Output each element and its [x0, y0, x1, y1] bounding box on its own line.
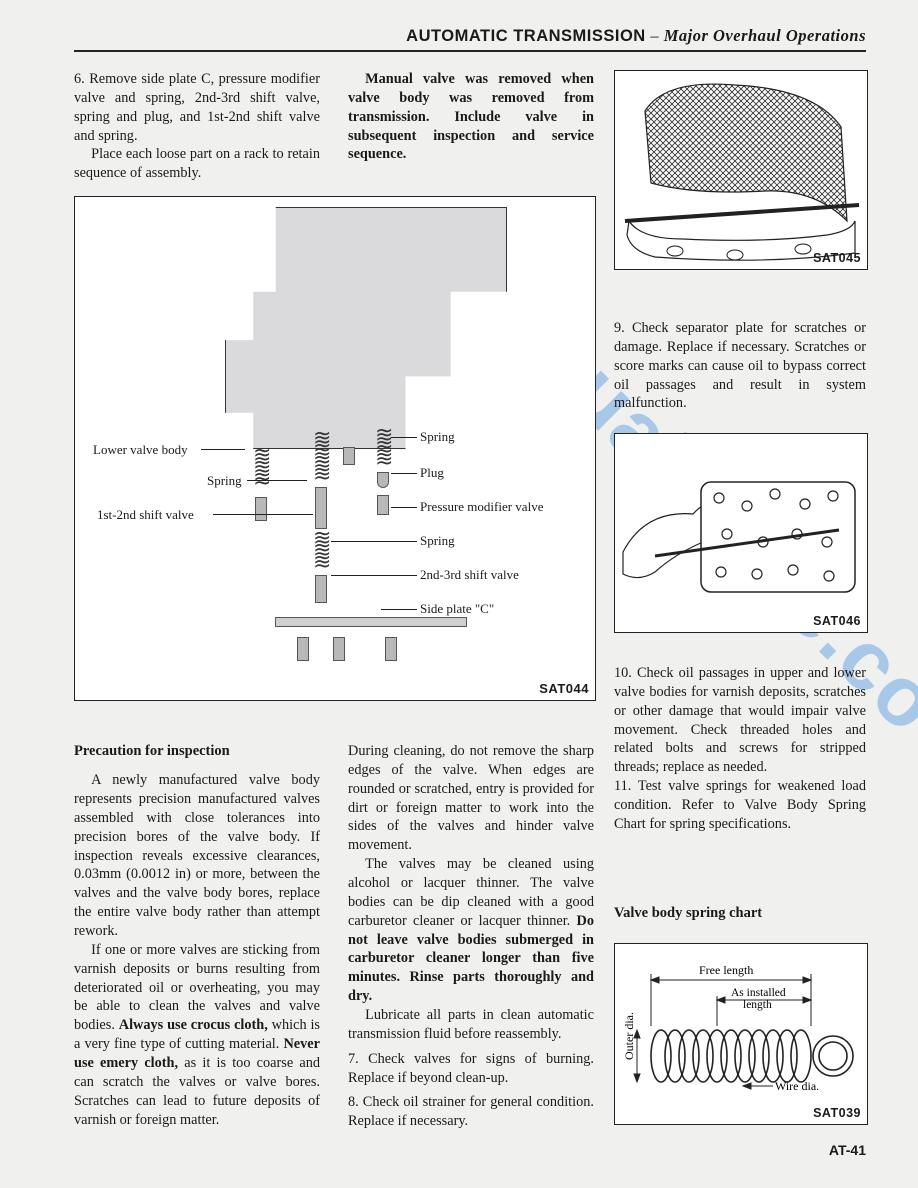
valve-piece — [377, 495, 389, 515]
figure-caption: SAT039 — [813, 1106, 861, 1120]
step6-p1: 6. Remove side plate C, pressure modifie… — [74, 70, 320, 145]
label-spring-r2: Spring — [420, 533, 455, 549]
lead-line — [391, 437, 417, 438]
plug-shape — [377, 472, 389, 488]
col2-p1: During cleaning, do not remove the sharp… — [348, 742, 594, 855]
step9-text: 9. Check separator plate for scratches o… — [614, 319, 866, 413]
lead-line — [213, 514, 313, 515]
col2-p3: Lubricate all parts in clean automatic t… — [348, 1006, 594, 1044]
spring-shape: ≋≋≋ — [375, 429, 389, 465]
col1-p2b: Always use crocus cloth, — [119, 1017, 268, 1033]
figure-sat046: SAT046 — [614, 433, 868, 633]
col1-p2: If one or more valves are sticking from … — [74, 941, 320, 1130]
header-main: AUTOMATIC TRANSMISSION — [406, 27, 646, 45]
label-spring-left: Spring — [207, 473, 242, 489]
valve-piece — [315, 487, 327, 529]
step6-text: 6. Remove side plate C, pressure modifie… — [74, 70, 320, 183]
sat045-illustration — [615, 71, 867, 269]
col2-p2a: The valves may be cleaned using alcohol … — [348, 856, 594, 929]
spring-shape: ≋≋≋ — [313, 532, 327, 568]
precaution-heading: Precaution for inspection — [74, 742, 320, 761]
lead-line — [201, 449, 245, 450]
valve-piece — [343, 447, 355, 465]
valve-piece — [315, 575, 327, 603]
valve-piece — [255, 497, 267, 521]
label-pmv: Pressure modifier valve — [420, 499, 543, 515]
page-number: AT-41 — [829, 1142, 866, 1158]
figure-caption: SAT045 — [813, 251, 861, 265]
screw-shape — [333, 637, 345, 661]
manual-valve-note-text: Manual valve was removed when valve body… — [348, 70, 594, 164]
lead-line — [391, 507, 417, 508]
precaution-col2: During cleaning, do not remove the sharp… — [348, 742, 594, 1131]
precaution-col1: Precaution for inspection A newly manufa… — [74, 742, 320, 1129]
manual-valve-note: Manual valve was removed when valve body… — [348, 70, 594, 164]
lower-valve-body-shape — [225, 207, 507, 449]
label-free-length: Free length — [699, 963, 753, 977]
lead-line — [331, 575, 417, 576]
figure-caption: SAT046 — [813, 614, 861, 628]
label-as-installed: As installedlength — [731, 987, 786, 1011]
spring-chart-heading: Valve body spring chart — [614, 904, 866, 923]
label-1st-2nd-shift: 1st-2nd shift valve — [97, 507, 194, 523]
sat046-illustration — [615, 434, 867, 632]
page-header: AUTOMATIC TRANSMISSION – Major Overhaul … — [74, 26, 866, 52]
lead-line — [391, 473, 417, 474]
sat039-illustration: Free length As installedlength Outer dia… — [615, 944, 867, 1124]
figure-caption: SAT044 — [539, 681, 589, 696]
col2-p2: The valves may be cleaned using alcohol … — [348, 855, 594, 1006]
step6-p2: Place each loose part on a rack to retai… — [74, 145, 320, 183]
spring-chart-title: Valve body spring chart — [614, 905, 762, 921]
label-side-plate: Side plate "C" — [420, 601, 494, 617]
side-plate-bar — [275, 617, 467, 627]
label-spring-r1: Spring — [420, 429, 455, 445]
step7: 7. Check valves for signs of burning. Re… — [348, 1050, 594, 1088]
step11-p1: 11. Test valve springs for weakened load… — [614, 777, 866, 834]
figure-sat039: Free length As installedlength Outer dia… — [614, 943, 868, 1125]
col1-p1: A newly manufactured valve body represen… — [74, 771, 320, 941]
spring-shape: ≋≋≋≋ — [313, 432, 327, 480]
header-dash: – — [646, 26, 664, 45]
header-sub: Major Overhaul Operations — [664, 26, 866, 45]
label-lower-valve-body: Lower valve body — [93, 442, 188, 458]
lead-line — [381, 609, 417, 610]
step10-11-text: 10. Check oil passages in upper and lowe… — [614, 664, 866, 834]
figure-sat044: ≋≋≋ ≋≋≋≋ ≋≋≋ ≋≋≋ Lower valve body Spring… — [74, 196, 596, 701]
step9-p1: 9. Check separator plate for scratches o… — [614, 319, 866, 413]
figure-sat045: SAT045 — [614, 70, 868, 270]
lead-line — [247, 480, 307, 481]
step10-p1: 10. Check oil passages in upper and lowe… — [614, 664, 866, 777]
label-plug: Plug — [420, 465, 444, 481]
step8: 8. Check oil strainer for general condit… — [348, 1093, 594, 1131]
screw-shape — [297, 637, 309, 661]
label-2nd-3rd-shift: 2nd-3rd shift valve — [420, 567, 519, 583]
lead-line — [331, 541, 417, 542]
label-outer-dia: Outer dia. — [622, 1012, 636, 1060]
screw-shape — [385, 637, 397, 661]
label-wire-dia: Wire dia. — [775, 1079, 819, 1093]
